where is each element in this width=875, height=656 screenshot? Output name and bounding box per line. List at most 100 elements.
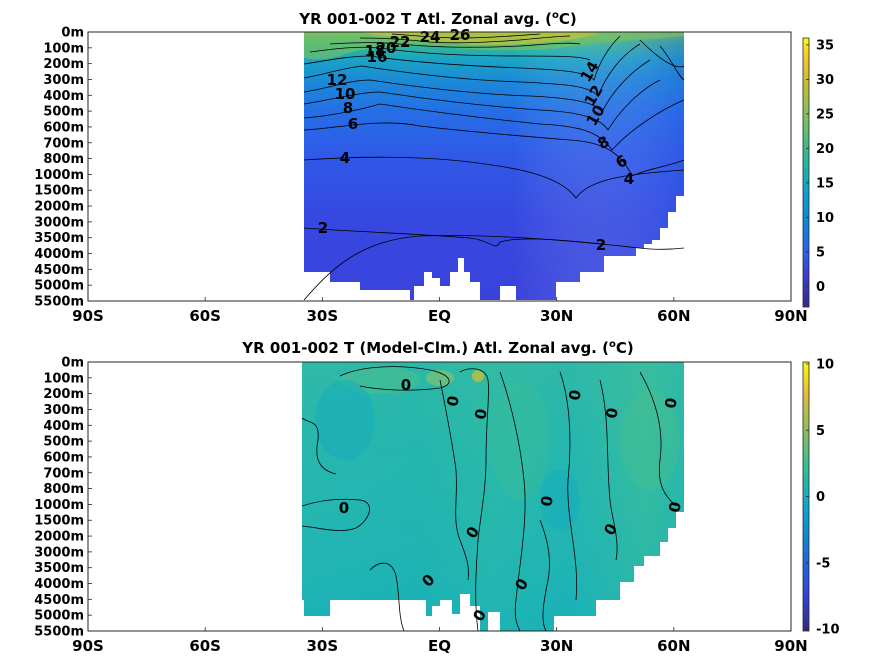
y-tick-label: 2000m: [34, 530, 84, 545]
x-tick-label: 60N: [657, 637, 690, 655]
y-tick-label: 1000m: [34, 168, 84, 183]
top-colorbar-ticks: 35 30 25 20 15 10 5 0: [806, 38, 834, 295]
contour-label: 0: [339, 499, 349, 517]
y-tick-label: 400m: [43, 419, 84, 434]
y-tick-label: 5500m: [34, 295, 84, 310]
bottom-x-axis: 90S 60S 30S EQ 30N 60N 90N: [72, 627, 808, 655]
contour-label: 0: [537, 494, 557, 507]
y-tick-label: 300m: [43, 403, 84, 418]
top-chart-title: YR 001-002 T Atl. Zonal avg. (oC): [298, 10, 577, 28]
x-tick-label: 90S: [72, 307, 104, 325]
y-tick-label: 4000m: [34, 577, 84, 592]
y-tick-label: 600m: [43, 450, 84, 465]
y-tick-label: 3500m: [34, 561, 84, 576]
y-tick-label: 200m: [43, 57, 84, 72]
contour-label: 12: [327, 71, 348, 89]
x-tick-label: 60N: [657, 307, 690, 325]
x-tick-label: 60S: [189, 307, 221, 325]
y-tick-label: 3000m: [34, 215, 84, 230]
top-temperature-field: [303, 32, 685, 301]
x-tick-label: EQ: [428, 637, 451, 655]
contour-label: 26: [450, 26, 471, 44]
contour-label: 2: [318, 219, 328, 237]
y-tick-label: 1000m: [34, 498, 84, 513]
y-tick-label: 5000m: [34, 609, 84, 624]
bottom-colorbar-ticks: 10 5 0 -5 -10: [806, 358, 840, 638]
contour-label: 4: [340, 149, 350, 167]
top-panel: YR 001-002 T Atl. Zonal avg. (oC): [34, 10, 834, 325]
x-tick-label: 30S: [306, 307, 338, 325]
top-colorbar: [802, 37, 810, 308]
contour-label: 6: [348, 115, 358, 133]
top-y-axis: 0m100m200m300m400m500m600m700m800m1000m1…: [34, 26, 92, 310]
y-tick-label: 300m: [43, 73, 84, 88]
contour-label: 18: [365, 42, 386, 60]
bottom-y-axis: 0m100m200m300m400m500m600m700m800m1000m1…: [34, 356, 92, 640]
contour-label: 0: [471, 407, 491, 420]
contour-label: 22: [390, 33, 411, 51]
contour-label: 4: [624, 170, 634, 188]
y-tick-label: 0m: [61, 26, 84, 41]
bottom-chart-title: YR 001-002 T (Model-Clm.) Atl. Zonal avg…: [241, 339, 633, 357]
y-tick-label: 700m: [43, 136, 84, 151]
y-tick-label: 4500m: [34, 593, 84, 608]
y-tick-label: 5500m: [34, 625, 84, 640]
colorbar-tick-label: 35: [816, 38, 834, 53]
colorbar-tick-label: 5: [816, 245, 825, 260]
contour-label: 2: [596, 236, 606, 254]
contour-label: 8: [343, 99, 353, 117]
y-tick-label: 400m: [43, 89, 84, 104]
y-tick-label: 600m: [43, 120, 84, 135]
x-tick-label: 90N: [774, 637, 807, 655]
y-tick-label: 5000m: [34, 279, 84, 294]
y-tick-label: 100m: [43, 41, 84, 56]
contour-label: 20: [376, 39, 397, 57]
contour-label: 0: [602, 406, 622, 419]
y-tick-label: 500m: [43, 105, 84, 120]
contour-label: 0: [665, 500, 685, 513]
y-tick-label: 2000m: [34, 200, 84, 215]
colorbar-tick-label: 20: [816, 142, 834, 157]
y-tick-label: 200m: [43, 387, 84, 402]
x-tick-label: 30N: [540, 637, 573, 655]
contour-label: 0: [443, 394, 463, 407]
colorbar-tick-label: 0: [816, 280, 825, 295]
colorbar-tick-label: 5: [816, 424, 825, 439]
colorbar-tick-label: -10: [816, 623, 840, 638]
colorbar-tick-label: 30: [816, 73, 834, 88]
y-tick-label: 4500m: [34, 263, 84, 278]
top-x-axis: 90S 60S 30S EQ 30N 60N 90N: [72, 297, 808, 325]
x-tick-label: EQ: [428, 307, 451, 325]
colorbar-tick-label: -5: [816, 556, 830, 571]
contour-label: 16: [367, 48, 388, 66]
contour-label: 0: [565, 388, 585, 401]
colorbar-tick-label: 10: [816, 211, 834, 226]
y-tick-label: 800m: [43, 152, 84, 167]
contour-label: 10: [335, 85, 356, 103]
colorbar-tick-label: 15: [816, 176, 834, 191]
y-tick-label: 3500m: [34, 231, 84, 246]
colorbar-tick-label: 25: [816, 107, 834, 122]
bottom-panel: YR 001-002 T (Model-Clm.) Atl. Zonal avg…: [34, 339, 839, 655]
colorbar-tick-label: 0: [816, 490, 825, 505]
contour-label: 0: [401, 376, 411, 394]
colorbar-tick-label: 10: [816, 358, 834, 373]
x-tick-label: 90S: [72, 637, 104, 655]
y-tick-label: 3000m: [34, 545, 84, 560]
x-tick-label: 90N: [774, 307, 807, 325]
y-tick-label: 500m: [43, 435, 84, 450]
x-tick-label: 30N: [540, 307, 573, 325]
x-tick-label: 60S: [189, 637, 221, 655]
y-tick-label: 1500m: [34, 514, 84, 529]
x-tick-label: 30S: [306, 637, 338, 655]
contour-label: 0: [661, 396, 681, 409]
y-tick-label: 0m: [61, 356, 84, 371]
y-tick-label: 1500m: [34, 184, 84, 199]
y-tick-label: 700m: [43, 466, 84, 481]
contour-label: 24: [420, 28, 441, 46]
y-tick-label: 4000m: [34, 247, 84, 262]
bottom-difference-field: [301, 362, 684, 631]
y-tick-label: 800m: [43, 482, 84, 497]
y-tick-label: 100m: [43, 371, 84, 386]
